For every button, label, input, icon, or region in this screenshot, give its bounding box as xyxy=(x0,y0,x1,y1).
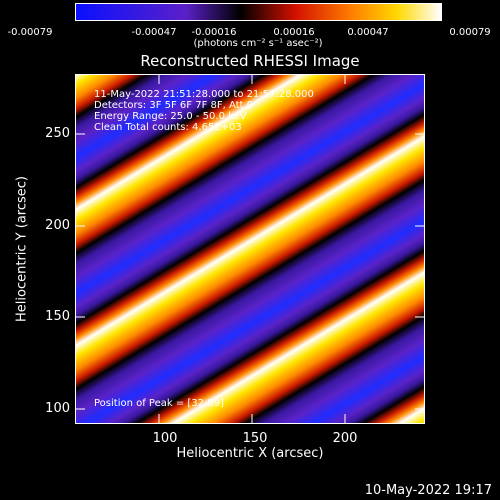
y-axis-label: Heliocentric Y (arcsec) xyxy=(14,176,30,322)
x-tick-label: 200 xyxy=(332,431,358,446)
colorbar-tick: 0.00047 xyxy=(347,27,389,38)
plot-title: Reconstructed RHESSI Image xyxy=(140,52,360,70)
x-tick-label: 150 xyxy=(242,431,268,446)
clean-counts-label: Clean Total counts: 4.65E+03 xyxy=(94,122,242,133)
y-tick-label: 200 xyxy=(45,218,70,233)
x-tick-label: 100 xyxy=(152,431,178,446)
colorbar-tick: 0.00016 xyxy=(273,27,315,38)
colorbar-unit-label: (photons cm⁻² s⁻¹ asec⁻²) xyxy=(193,38,323,49)
rhessi-image xyxy=(75,74,425,424)
y-tick-label: 150 xyxy=(45,309,70,324)
colorbar-tick: 0.00079 xyxy=(449,27,491,38)
x-axis-label: Heliocentric X (arcsec) xyxy=(176,446,324,461)
colorbar-tick: -0.00016 xyxy=(191,27,237,38)
time-range-label: 11-May-2022 21:51:28.000 to 21:57:28.000 xyxy=(94,89,314,100)
y-tick-label: 100 xyxy=(45,401,70,416)
energy-range-label: Energy Range: 25.0 - 50.0 keV xyxy=(94,111,247,122)
colorbar-tick: -0.00047 xyxy=(131,27,177,38)
colorbar xyxy=(75,3,442,21)
detectors-label: Detectors: 3F 5F 6F 7F 8F, Att 0 xyxy=(94,100,254,111)
peak-position-label: Position of Peak = [32,89] xyxy=(94,398,224,409)
footer-date: 10-May-2022 19:17 xyxy=(364,483,492,498)
y-tick-label: 250 xyxy=(45,126,70,141)
colorbar-tick: -0.00079 xyxy=(7,27,53,38)
